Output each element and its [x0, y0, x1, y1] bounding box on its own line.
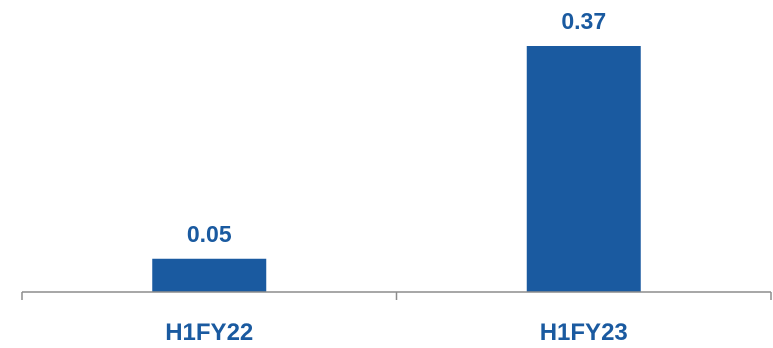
- x-tick-label-h1fy23: H1FY23: [540, 319, 628, 346]
- data-labels-group: 0.05 0.37: [187, 8, 606, 247]
- x-tick-label-h1fy22: H1FY22: [165, 319, 253, 346]
- x-axis-ticks: [21, 292, 772, 300]
- x-axis-tick-labels: H1FY22 H1FY23: [165, 319, 628, 346]
- bar-h1fy22: [152, 258, 267, 292]
- bars-group: [152, 46, 641, 292]
- bar-h1fy23: [526, 46, 641, 292]
- data-label-h1fy22: 0.05: [187, 221, 232, 247]
- data-label-h1fy23: 0.37: [561, 8, 606, 34]
